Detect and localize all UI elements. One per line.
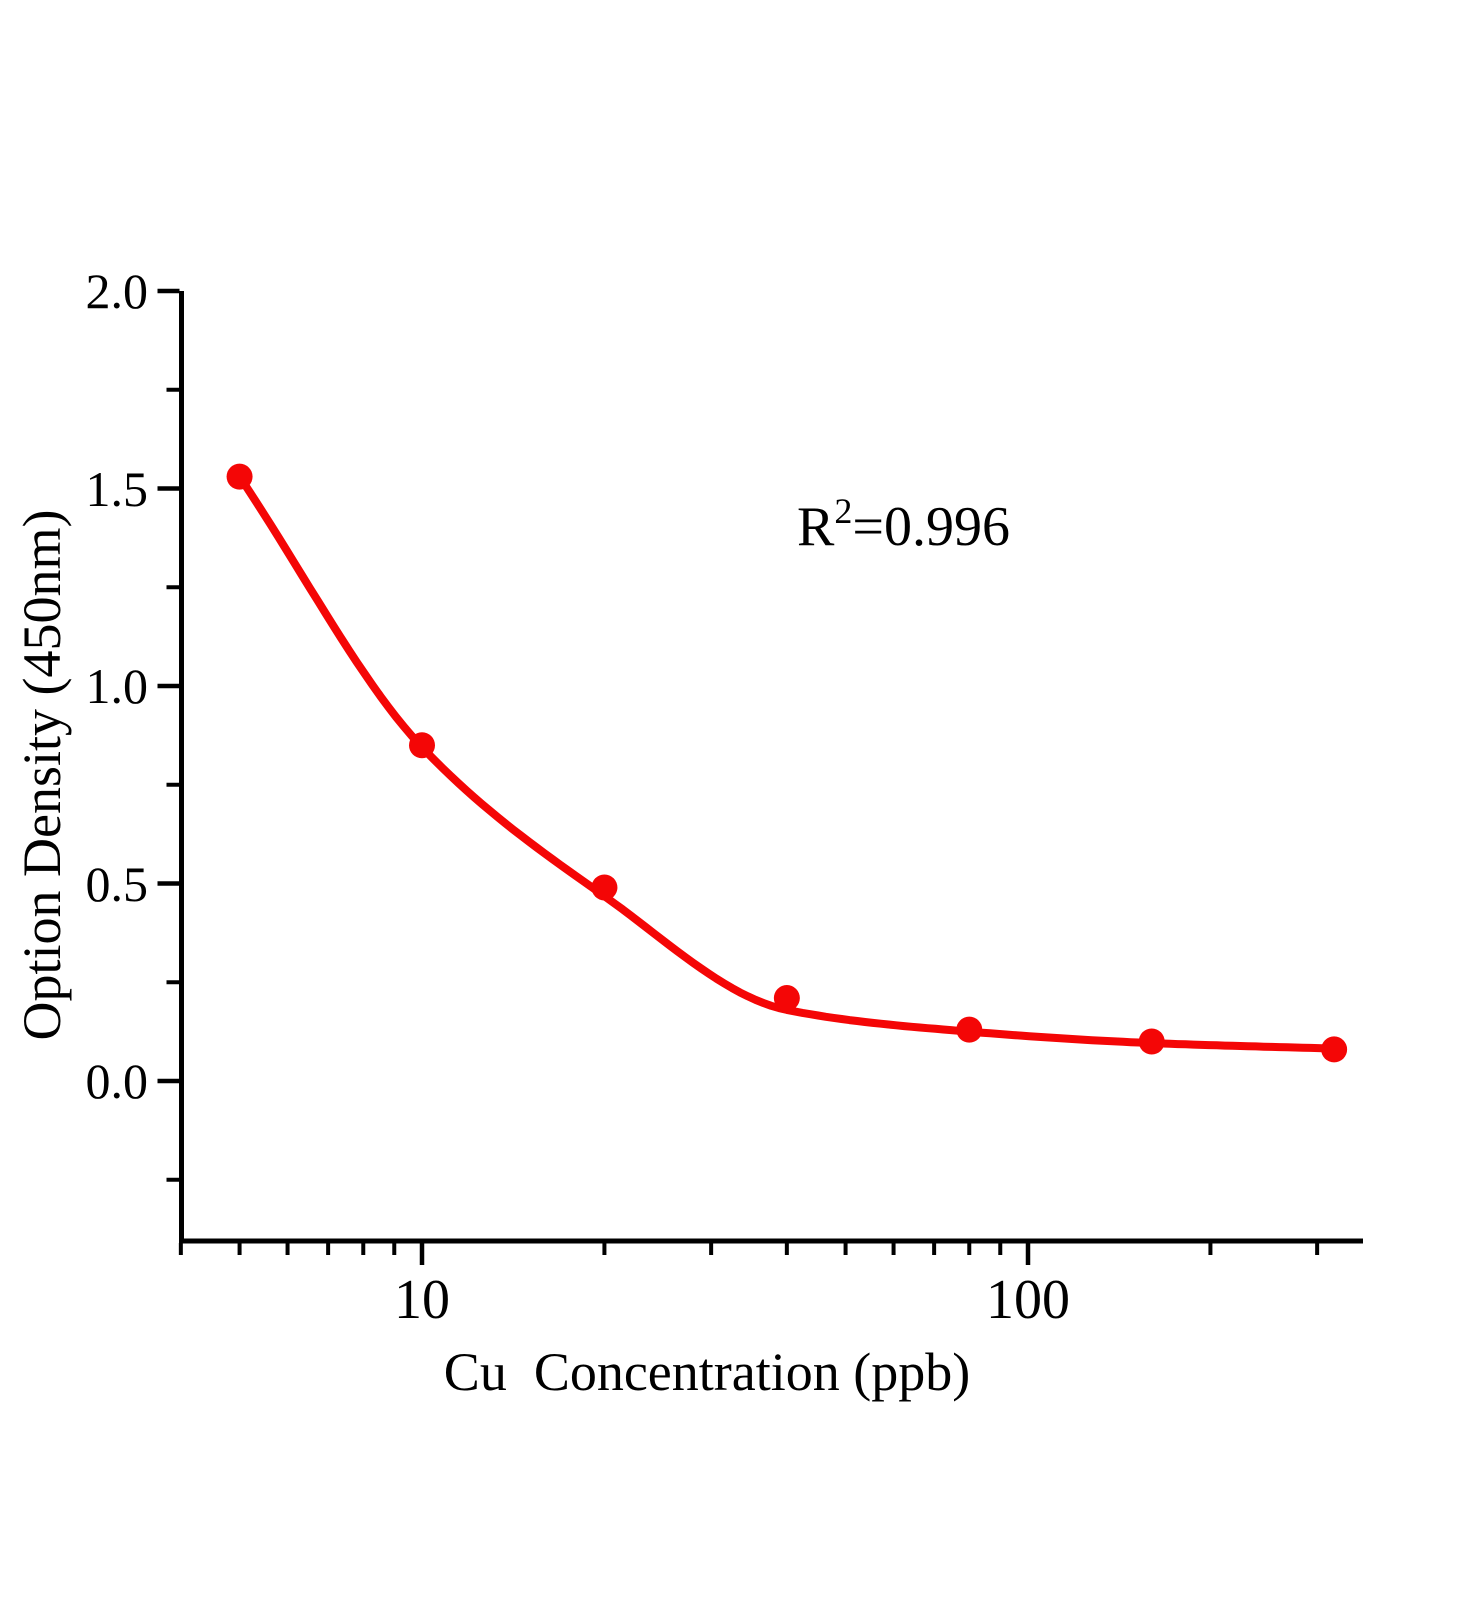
y-axis-title: Option Density (450nm): [12, 509, 72, 1041]
x-axis-title: Cu Concentration (ppb): [443, 1342, 971, 1402]
y-tick-label: 0.0: [85, 1053, 149, 1109]
y-tick-label: 1.0: [85, 658, 149, 714]
y-tick-label: 2.0: [85, 263, 149, 319]
data-point: [773, 985, 800, 1012]
data-point: [409, 732, 435, 759]
r-squared-annotation: R2=0.996: [797, 493, 1010, 558]
r-squared-base: R: [797, 496, 835, 558]
r-squared-value: =0.996: [852, 496, 1010, 558]
y-tick-label: 1.5: [85, 460, 149, 517]
data-point: [1321, 1036, 1348, 1063]
x-tick-label: 10: [394, 1269, 450, 1331]
x-tick-label: 100: [986, 1269, 1070, 1331]
y-tick-label: 0.5: [85, 855, 149, 912]
data-point: [956, 1016, 983, 1043]
fit-curve: [235, 472, 1339, 1053]
data-point: [1138, 1028, 1165, 1055]
data-point: [591, 874, 618, 901]
axis-frame: [179, 291, 1363, 1244]
r-squared-superscript: 2: [834, 491, 853, 531]
data-point: [226, 463, 253, 490]
